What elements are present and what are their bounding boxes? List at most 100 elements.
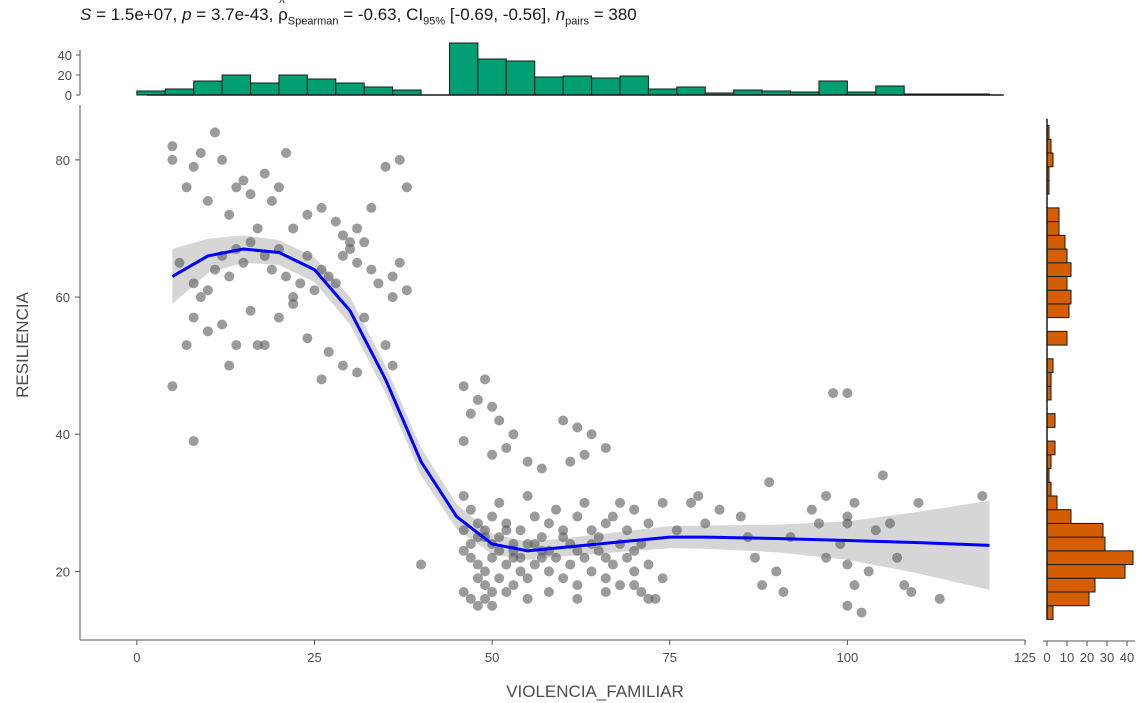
axes: 0 25 50 75 100 125 20 40 60 80: [56, 105, 1036, 665]
data-point: [536, 463, 547, 474]
top-hist-tick-label: 20: [58, 68, 72, 83]
data-point: [259, 250, 270, 261]
data-point: [316, 374, 327, 385]
right-hist-bar: [1046, 289, 1072, 305]
title-n-sub: pairs: [565, 15, 590, 28]
top-hist-bar: [676, 86, 706, 96]
data-point: [352, 257, 363, 268]
data-point: [288, 292, 299, 303]
data-point: [494, 497, 505, 508]
data-point: [529, 538, 540, 549]
x-tick-label: 75: [663, 650, 677, 665]
data-point: [558, 532, 569, 543]
data-point: [821, 490, 832, 501]
data-point: [629, 580, 640, 591]
data-point: [273, 312, 284, 323]
data-point: [522, 593, 533, 604]
right-hist-bar: [1046, 440, 1056, 456]
data-point: [593, 532, 604, 543]
data-point: [636, 586, 647, 597]
data-point: [600, 442, 611, 453]
data-point: [863, 566, 874, 577]
data-point: [615, 497, 625, 508]
data-point: [565, 559, 576, 570]
data-point: [188, 436, 199, 447]
top-hist-bar: [591, 77, 621, 96]
data-point: [579, 497, 590, 508]
data-point: [487, 600, 498, 611]
right-hist-bar: [1046, 358, 1054, 373]
data-point: [472, 559, 483, 570]
data-point: [842, 559, 853, 570]
data-point: [885, 518, 895, 529]
top-hist-bar: [619, 75, 649, 96]
data-point: [842, 600, 853, 611]
scatter-points: [167, 127, 988, 618]
data-point: [245, 237, 256, 248]
data-point: [224, 360, 235, 371]
right-hist-bar: [1046, 605, 1054, 620]
data-point: [281, 271, 292, 282]
right-hist-bar: [1046, 303, 1070, 319]
data-point: [366, 264, 377, 275]
data-point: [337, 230, 348, 241]
right-hist-bar: [1046, 234, 1066, 250]
data-point: [572, 422, 583, 433]
top-hist-bar: [875, 85, 905, 96]
data-point: [266, 264, 277, 275]
x-axis-title: VIOLENCIA_FAMILIAR: [506, 682, 684, 701]
data-point: [828, 388, 839, 399]
x-tick-label: 125: [1014, 650, 1036, 665]
right-hist-bar: [1046, 262, 1072, 277]
data-point: [345, 244, 355, 255]
data-point: [508, 580, 519, 591]
data-point: [316, 264, 327, 275]
title-rho-sub: Spearman: [287, 15, 339, 28]
right-hist-bar: [1046, 509, 1072, 524]
data-point: [252, 223, 263, 234]
data-point: [480, 374, 490, 385]
top-hist-tick-label: 40: [58, 48, 72, 63]
data-point: [387, 360, 398, 371]
data-point: [480, 580, 490, 591]
data-point: [181, 182, 192, 193]
data-point: [337, 250, 348, 261]
data-point: [323, 271, 334, 282]
data-point: [167, 154, 178, 165]
data-point: [188, 161, 199, 172]
data-point: [813, 518, 824, 529]
data-point: [501, 518, 512, 529]
right-hist-tick-label: 10: [1060, 650, 1074, 665]
data-point: [629, 545, 640, 556]
data-point: [892, 552, 903, 563]
y-tick-label: 20: [56, 564, 70, 579]
data-point: [472, 518, 483, 529]
right-hist-bar: [1046, 564, 1126, 579]
title-rho-value: -0.63: [357, 5, 397, 24]
data-point: [536, 532, 547, 543]
top-hist-bar: [448, 42, 479, 96]
top-hist-bar: [221, 74, 252, 96]
data-point: [359, 237, 370, 248]
data-point: [352, 223, 363, 234]
data-point: [622, 552, 633, 563]
right-hist-bar: [1046, 577, 1096, 593]
data-point: [572, 545, 583, 556]
data-point: [750, 552, 760, 563]
data-point: [465, 408, 476, 419]
data-point: [543, 566, 554, 577]
data-point: [515, 552, 526, 563]
data-point: [671, 525, 682, 536]
data-point: [174, 257, 185, 268]
data-point: [714, 504, 725, 515]
data-point: [231, 340, 242, 351]
data-point: [501, 586, 512, 597]
top-hist-tick-label: 0: [65, 88, 72, 103]
data-point: [735, 511, 746, 522]
data-point: [899, 580, 910, 591]
data-point: [543, 518, 554, 529]
data-point: [579, 449, 590, 460]
data-point: [416, 559, 427, 570]
data-point: [977, 490, 988, 501]
